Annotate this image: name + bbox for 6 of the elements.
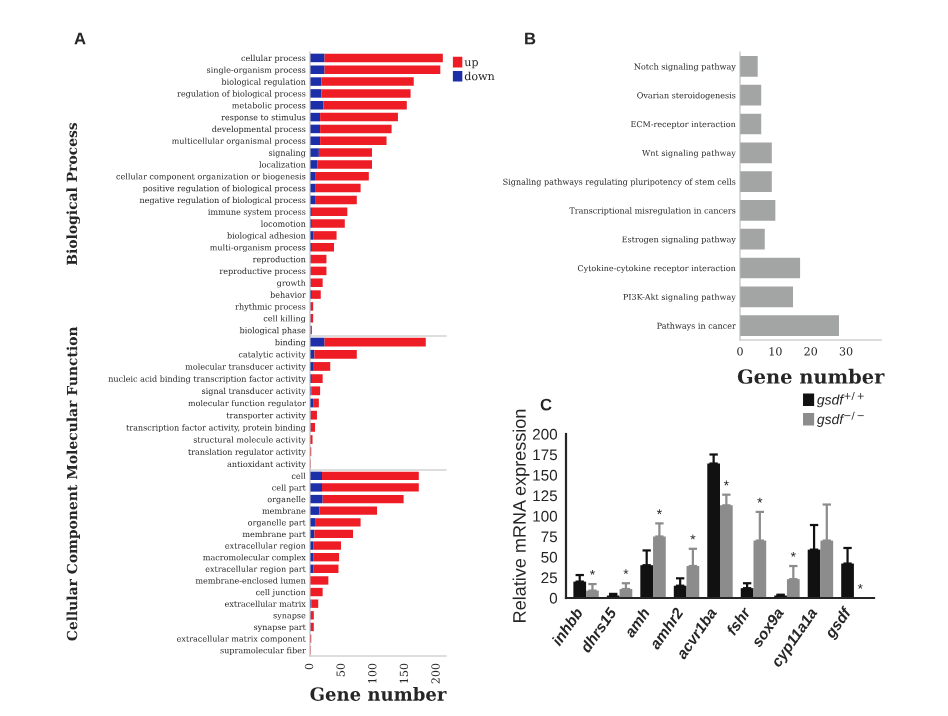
- y-axis-title: Relative mRNA expression: [512, 409, 530, 622]
- text: A: [74, 32, 86, 45]
- chart-title: C: [540, 398, 552, 411]
- x-axis-title: Gene number: [737, 368, 885, 384]
- x-axis-title: Gene number: [310, 686, 447, 701]
- text: B: [525, 32, 536, 45]
